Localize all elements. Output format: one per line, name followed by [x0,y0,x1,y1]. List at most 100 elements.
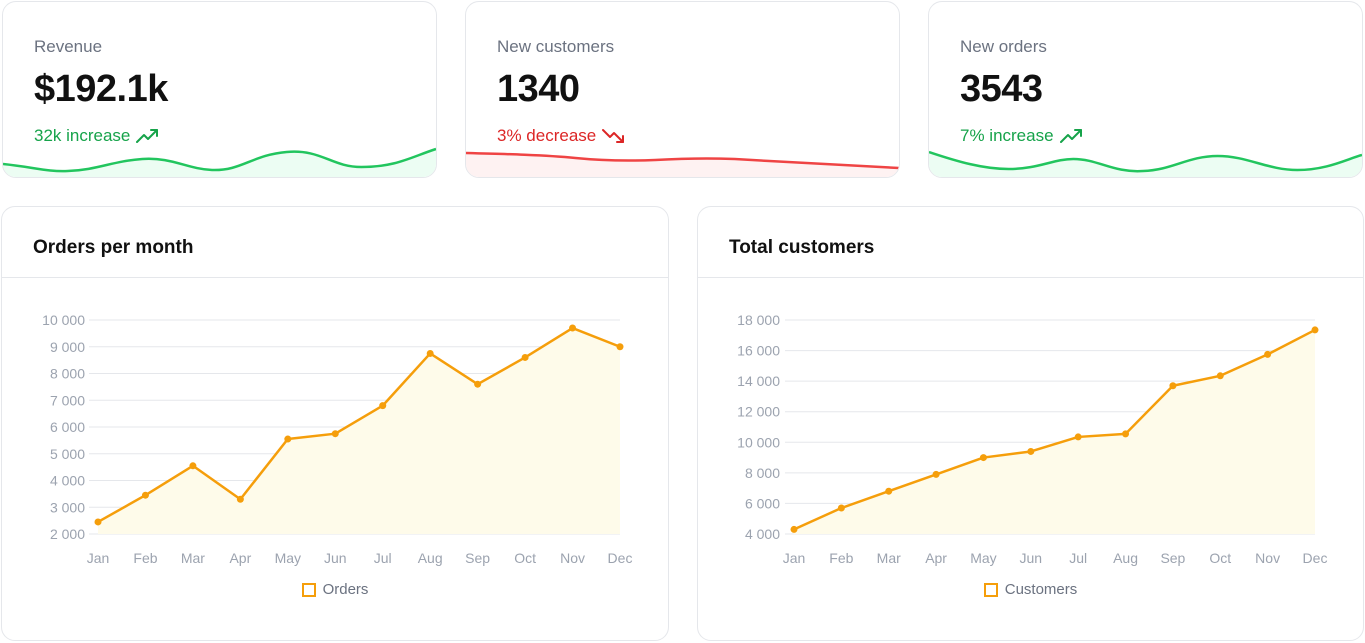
revenue-change-text: 32k increase [34,126,131,145]
x-tick-label: Aug [1113,550,1138,566]
trending-up-icon [1059,129,1082,143]
new-customers-sparkline [466,151,899,177]
y-tick-label: 4 000 [50,473,85,489]
y-tick-label: 12 000 [737,404,780,420]
revenue-value: $192.1k [34,68,168,110]
x-tick-label: Jul [374,550,392,566]
data-point [790,525,798,533]
legend-swatch [301,582,316,597]
data-point [1311,326,1319,334]
y-tick-label: 6 000 [50,419,85,435]
data-point [1169,382,1177,390]
data-point [569,324,577,332]
data-point [284,435,292,443]
data-point [1264,350,1272,358]
orders-chart-title: Orders per month [33,237,194,258]
y-tick-label: 10 000 [42,312,85,328]
new-customers-change-text: 3% decrease [497,126,597,145]
data-point [474,380,482,388]
trending-up-icon [136,129,159,143]
x-tick-label: Jan [87,550,110,566]
customers-legend-label: Customers [1004,581,1078,598]
x-tick-label: Nov [1255,550,1280,566]
x-tick-label: Mar [181,550,205,566]
data-point [331,430,339,438]
data-point [932,470,940,478]
data-point [141,491,149,499]
y-tick-label: 10 000 [737,434,780,450]
x-tick-label: Jul [1069,550,1087,566]
customers-chart-title: Total customers [729,237,875,258]
data-point [379,402,387,410]
new-orders-change: 7% increase [960,126,1084,146]
data-point [426,349,434,357]
series-area [98,328,620,534]
y-tick-label: 14 000 [737,373,780,389]
revenue-sparkline [3,147,436,177]
data-point [189,462,197,470]
x-tick-label: Sep [1160,550,1185,566]
x-tick-label: Apr [229,550,251,566]
new-customers-value: 1340 [497,68,580,110]
data-point [979,454,987,462]
new-customers-change: 3% decrease [497,126,626,146]
new-orders-label: New orders [960,37,1047,56]
data-point [521,353,529,361]
x-tick-label: Mar [877,550,901,566]
x-tick-label: Oct [514,550,536,566]
x-tick-label: Jan [783,550,806,566]
x-tick-label: Feb [133,550,157,566]
data-point [1122,430,1130,438]
orders-legend[interactable]: Orders [2,581,668,598]
data-point [1216,372,1224,380]
x-tick-label: Jun [324,550,347,566]
new-orders-change-text: 7% increase [960,126,1054,145]
series-line [793,328,1316,531]
data-point [236,495,244,503]
y-tick-label: 8 000 [50,366,85,382]
x-tick-label: Dec [1303,550,1328,566]
trending-down-icon [602,129,625,143]
x-tick-label: Aug [418,550,443,566]
y-tick-label: 7 000 [50,392,85,408]
x-tick-label: Nov [560,550,585,566]
orders-chart-divider [2,277,668,278]
orders-chart: 2 000 3 000 4 000 5 000 6 000 7 000 8 000 9 000… [42,312,633,566]
customers-chart: 4 000 6 000 8 000 10 000 12 000 14 000 16 000 1… [737,312,1328,566]
x-tick-label: May [275,550,301,566]
x-tick-label: Jun [1020,550,1043,566]
new-customers-card: New customers 1340 3% decrease [465,1,900,178]
orders-chart-card: Orders per month 2 000 3 000 4 000 5 000 6 0… [1,206,669,641]
orders-legend-label: Orders [322,581,369,598]
x-tick-label: Sep [465,550,490,566]
series-line [97,326,621,524]
revenue-card: Revenue $192.1k 32k increase [2,1,437,178]
y-tick-label: 5 000 [50,446,85,462]
x-tick-label: Apr [925,550,947,566]
new-customers-label: New customers [497,37,615,56]
data-point [616,343,624,351]
y-tick-label: 8 000 [745,465,780,481]
x-tick-label: Dec [608,550,633,566]
x-tick-label: Feb [829,550,853,566]
revenue-change: 32k increase [34,126,160,146]
legend-swatch [983,582,998,597]
y-tick-label: 9 000 [50,339,85,355]
y-tick-label: 16 000 [737,343,780,359]
series-area [794,329,1315,534]
new-orders-card: New orders 3543 7% increase [928,1,1363,178]
new-orders-value: 3543 [960,68,1043,110]
y-tick-label: 4 000 [745,526,780,542]
y-tick-label: 6 000 [745,495,780,511]
customers-legend[interactable]: Customers [698,581,1363,598]
data-point [94,518,102,526]
y-tick-label: 3 000 [50,499,85,515]
data-point [1074,433,1082,441]
x-tick-label: Oct [1209,550,1231,566]
data-point [837,504,845,512]
new-orders-sparkline [929,150,1362,177]
data-point [1027,447,1035,455]
y-tick-label: 2 000 [50,526,85,542]
revenue-label: Revenue [34,37,103,56]
customers-chart-divider [698,277,1363,278]
